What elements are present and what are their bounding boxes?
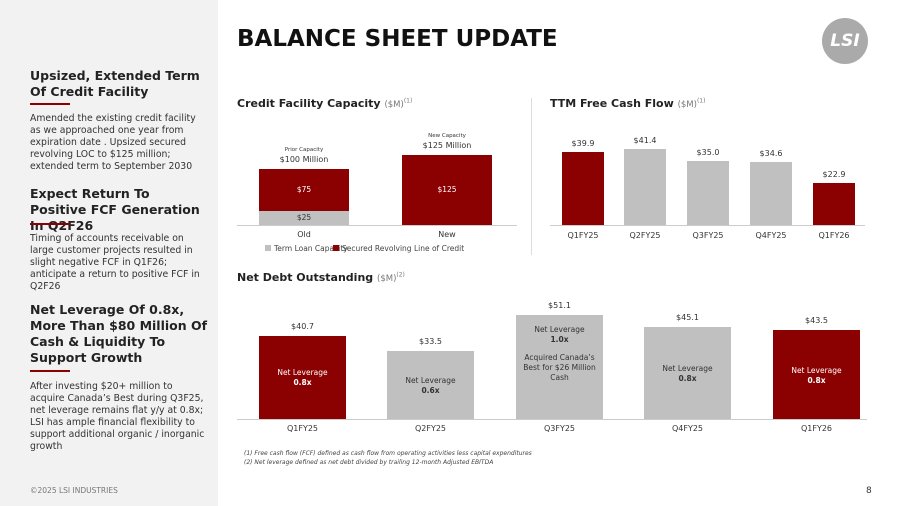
fcf-bar	[687, 160, 729, 225]
net-debt-chart-title: Net Debt Outstanding ($M)(2)	[237, 271, 405, 284]
x-tick-label: Q3FY25	[543, 424, 576, 433]
sidebar-text-leverage: After investing $20+ million to acquire …	[30, 381, 205, 452]
data-label: $35.0	[696, 147, 720, 157]
annotation-big: $100 Million	[279, 155, 329, 164]
x-tick-label: Q1FY25	[286, 424, 319, 433]
x-tick-label: Q1FY26	[818, 231, 850, 240]
net-debt-bar	[387, 350, 474, 419]
sidebar-text-fcf: Timing of accounts receivable on large c…	[30, 233, 200, 292]
net-leverage-label: Net Leverage	[534, 324, 585, 334]
net-leverage-value: 1.0x	[550, 334, 569, 344]
net-leverage-value: 0.8x	[678, 373, 697, 383]
bar-label: $75	[296, 185, 312, 194]
net-debt-bar	[773, 330, 860, 419]
acquisition-note: Acquired Canada’s Best for $26 Million C…	[523, 352, 596, 382]
footnote-1: (1) Free cash flow (FCF) defined as cash…	[244, 450, 532, 457]
legend-label: Term Loan Capacity	[274, 244, 348, 253]
bar-secured-revolving-line-of-credit	[402, 155, 492, 225]
net-debt-bar	[516, 314, 603, 419]
lsi-logo: LSI	[822, 18, 868, 64]
data-label: $40.7	[291, 321, 314, 331]
divider	[30, 370, 70, 372]
net-leverage-value: 0.8x	[807, 375, 826, 385]
legend-label: Secured Revolving Line of Credit	[342, 244, 465, 253]
sidebar-heading-fcf: Expect Return To Positive FCF Generation…	[30, 186, 200, 233]
sidebar-heading-credit: Upsized, Extended Term Of Credit Facilit…	[30, 68, 200, 99]
annotation-small: Prior Capacity	[284, 147, 324, 153]
x-tick-label: Q4FY25	[671, 424, 704, 433]
x-tick-label: New	[438, 230, 456, 239]
annotation-big: $125 Million	[422, 141, 472, 150]
x-tick-label: Old	[297, 230, 311, 239]
divider	[30, 223, 70, 225]
sidebar: Upsized, Extended Term Of Credit Facilit…	[0, 0, 218, 506]
data-label: $22.9	[822, 170, 846, 180]
x-tick-label: Q2FY25	[414, 424, 447, 433]
credit-chart-title: Credit Facility Capacity ($M)(1)	[237, 97, 413, 110]
net-leverage-label: Net Leverage	[405, 375, 456, 385]
divider	[531, 98, 532, 255]
bar-secured-revolving-line-of-credit	[259, 169, 349, 211]
data-label: $34.6	[759, 148, 783, 158]
sidebar-heading-leverage: Net Leverage Of 0.8x, More Than $80 Mill…	[30, 302, 208, 365]
legend-swatch	[333, 245, 339, 251]
data-label: $39.9	[571, 138, 595, 148]
data-label: $43.5	[805, 316, 828, 326]
net-leverage-label: Net Leverage	[277, 368, 328, 378]
legend-item: Term Loan Capacity	[265, 244, 348, 253]
net-leverage-label: Net Leverage	[662, 363, 713, 373]
sidebar-text-credit: Amended the existing credit facility as …	[30, 113, 196, 172]
x-tick-label: Q2FY25	[629, 231, 661, 240]
fcf-bar	[813, 183, 855, 225]
bar-term-loan-capacity	[259, 211, 349, 225]
legend-swatch	[265, 245, 271, 251]
x-tick-label: Q1FY25	[567, 231, 599, 240]
x-axis	[550, 225, 865, 226]
x-tick-label: Q3FY25	[692, 231, 724, 240]
x-axis	[237, 225, 517, 226]
data-label: $45.1	[676, 312, 699, 322]
fcf-bar	[562, 151, 604, 225]
page-number: 8	[866, 486, 872, 496]
annotation-small: New Capacity	[428, 133, 466, 139]
data-label: $51.1	[548, 300, 571, 310]
footnotes: (1) Free cash flow (FCF) defined as cash…	[244, 449, 532, 467]
page-title: BALANCE SHEET UPDATE	[237, 26, 558, 52]
x-axis	[237, 419, 867, 420]
divider	[30, 103, 70, 105]
net-leverage-label: Net Leverage	[791, 365, 842, 375]
fcf-bar	[750, 161, 792, 225]
fcf-bar	[624, 149, 666, 225]
footnote-2: (2) Net leverage defined as net debt div…	[244, 459, 494, 466]
x-tick-label: Q1FY26	[800, 424, 833, 433]
data-label: $41.4	[633, 136, 657, 146]
net-leverage-value: 0.6x	[421, 385, 440, 395]
legend-item: Secured Revolving Line of Credit	[333, 244, 464, 253]
net-debt-bar	[259, 335, 346, 419]
fcf-chart-title: TTM Free Cash Flow ($M)(1)	[550, 97, 706, 110]
net-leverage-value: 0.8x	[293, 378, 312, 388]
x-tick-label: Q4FY25	[755, 231, 787, 240]
copyright: ©2025 LSI INDUSTRIES	[30, 486, 118, 495]
data-label: $33.5	[419, 336, 442, 346]
bar-label: $25	[296, 213, 312, 222]
net-debt-bar	[644, 326, 731, 419]
bar-label: $125	[437, 185, 457, 194]
